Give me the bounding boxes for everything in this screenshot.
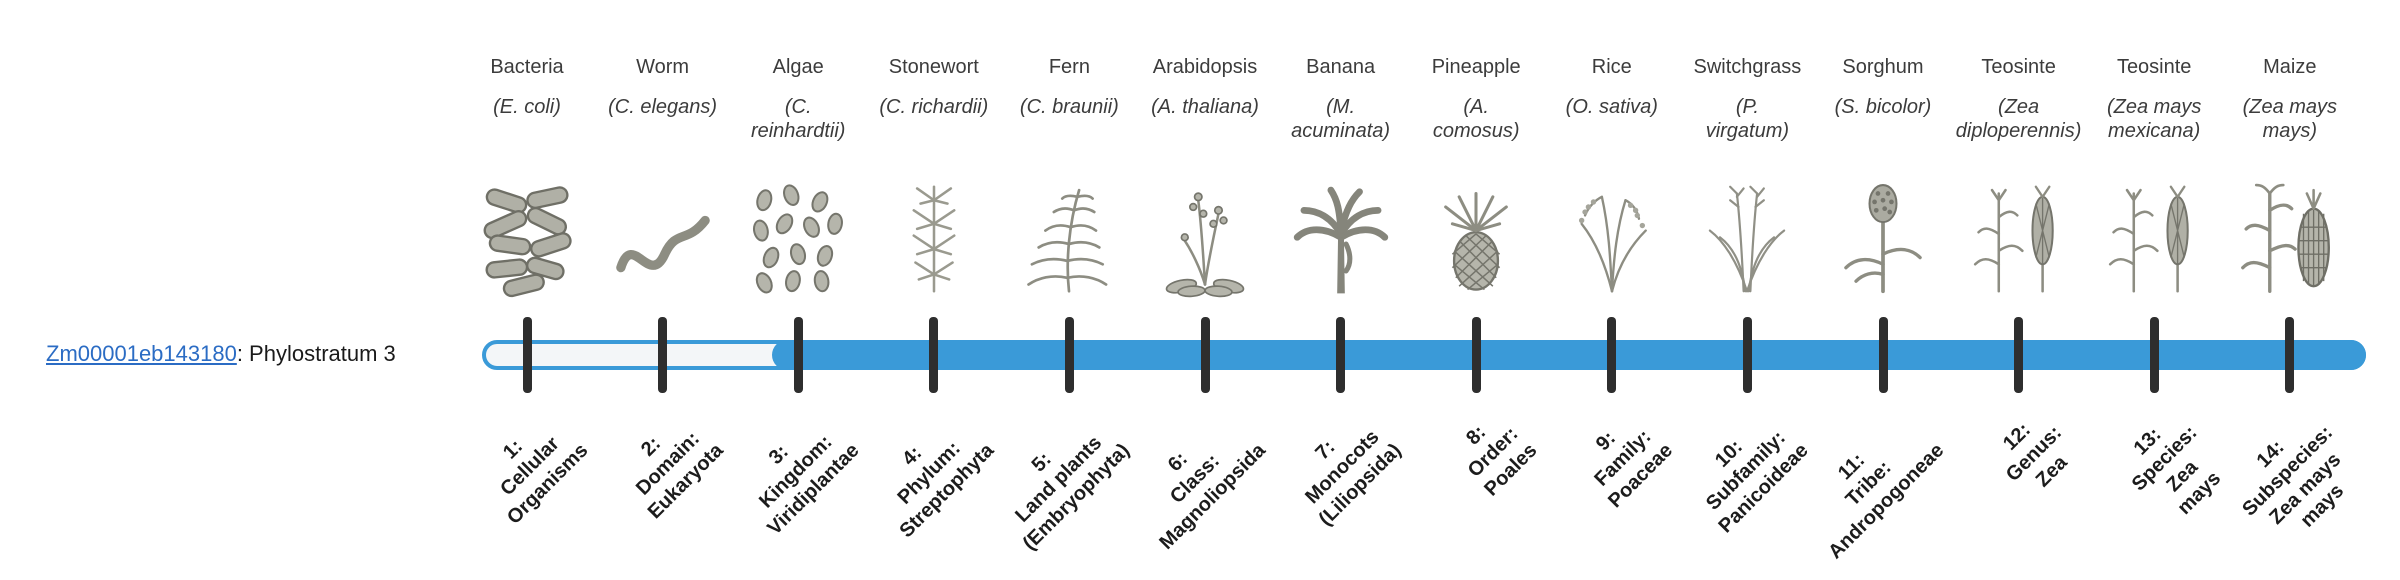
species-scientific-name: (C. richardii) <box>879 96 989 118</box>
species-column: Teosinte (Zea diploperennis) <box>1944 55 2094 305</box>
species-scientific-name: (Zea diploperennis) <box>1955 96 2082 142</box>
species-common-name: Bacteria <box>490 56 564 78</box>
timeline-fill <box>772 340 2366 370</box>
species-column: Stonewort (C. richardii) <box>859 55 1009 305</box>
gene-link[interactable]: Zm00001eb143180 <box>46 341 237 366</box>
phylostratum-label: 6: Class: Magnoliopsida <box>1155 439 1270 554</box>
species-common-name: Teosinte <box>2116 56 2192 78</box>
phylostratum-tick <box>2149 317 2159 393</box>
phylostratum-label: 12: Genus: Zea <box>1998 418 2072 492</box>
gene-phylostratum-text: : Phylostratum 3 <box>236 341 396 366</box>
species-common-name: Sorghum <box>1842 56 1924 78</box>
phylostratum-tick <box>1471 317 1481 393</box>
species-common-name: Switchgrass <box>1693 56 1802 78</box>
species-scientific-name: (Zea mays mays) <box>2242 96 2338 142</box>
teosinte-icon <box>2102 180 2206 298</box>
phylostratum-label: 7: Monocots (Liliopsida) <box>1301 426 1406 531</box>
species-scientific-name: (P. virgatum) <box>1705 96 1790 142</box>
arabidopsis-icon <box>1153 180 1257 298</box>
phylostratum-label: 4: Phylum: Streptophyta <box>894 437 999 542</box>
species-scientific-name: (Zea mays mexicana) <box>2106 96 2202 142</box>
phylostratum-label: 13: Species: Zea mays <box>2127 421 2226 520</box>
phylostratum-tick <box>1336 317 1346 393</box>
stonewort-icon <box>882 180 986 298</box>
species-common-name: Maize <box>2263 56 2317 78</box>
pineapple-icon <box>1424 180 1528 298</box>
teosinte-icon <box>1967 180 2071 298</box>
phylostratum-tick <box>1878 317 1888 393</box>
species-column: Pineapple (A. comosus) <box>1401 55 1551 305</box>
phylostratum-tick <box>522 317 532 393</box>
maize-icon <box>2238 180 2342 298</box>
sorghum-icon <box>1831 180 1935 298</box>
species-column: Arabidopsis (A. thaliana) <box>1130 55 1280 305</box>
phylostratum-label: 9: Family: Poaceae <box>1590 425 1677 513</box>
phylostratum-label: 5: Land plants (Embryophyta) <box>1011 432 1135 555</box>
phylostratum-tick <box>1200 317 1210 393</box>
phylostratum-tick <box>2285 317 2295 393</box>
species-column: Algae (C. reinhardtii) <box>723 55 873 305</box>
species-column: Bacteria (E. coli) <box>452 55 602 305</box>
species-common-name: Arabidopsis <box>1152 56 1258 78</box>
species-column: Fern (C. braunii) <box>994 55 1144 305</box>
rice-icon <box>1560 180 1664 298</box>
species-column: Maize (Zea mays mays) <box>2215 55 2365 305</box>
species-scientific-name: (O. sativa) <box>1565 96 1658 118</box>
switchgrass-icon <box>1695 180 1799 298</box>
phylostratum-label: 2: Domain: Eukaryota <box>632 427 728 524</box>
species-column: Banana (M. acuminata) <box>1266 55 1416 305</box>
fern-icon <box>1017 180 1121 298</box>
species-scientific-name: (C. braunii) <box>1019 96 1119 118</box>
species-scientific-name: (M. acuminata) <box>1291 96 1391 142</box>
banana-icon <box>1289 180 1393 298</box>
gene-label: Zm00001eb143180: Phylostratum 3 <box>46 341 396 367</box>
worm-icon <box>611 180 715 298</box>
phylostratum-tick <box>2014 317 2024 393</box>
species-common-name: Banana <box>1306 56 1376 78</box>
species-scientific-name: (C. elegans) <box>608 96 718 118</box>
phylostratum-tick <box>1607 317 1617 393</box>
species-column: Switchgrass (P. virgatum) <box>1672 55 1822 305</box>
species-common-name: Algae <box>772 56 824 78</box>
phylostratum-tick <box>929 317 939 393</box>
species-scientific-name: (C. reinhardtii) <box>750 96 846 142</box>
species-common-name: Teosinte <box>1981 56 2056 78</box>
species-common-name: Stonewort <box>888 56 979 78</box>
phylostratum-tick <box>1742 317 1752 393</box>
phylostratum-label: 8: Order: Poales <box>1461 421 1541 501</box>
species-column: Sorghum (S. bicolor) <box>1808 55 1958 305</box>
species-scientific-name: (A. comosus) <box>1432 96 1520 142</box>
species-common-name: Fern <box>1048 56 1090 78</box>
phylostratum-tick <box>793 317 803 393</box>
phylostratum-tick <box>1064 317 1074 393</box>
species-common-name: Pineapple <box>1431 56 1521 78</box>
species-column: Teosinte (Zea mays mexicana) <box>2079 55 2229 305</box>
bacteria-icon <box>475 180 579 298</box>
species-common-name: Rice <box>1591 56 1632 78</box>
species-scientific-name: (A. thaliana) <box>1151 96 1259 118</box>
species-common-name: Worm <box>636 56 690 78</box>
phylostratum-label: 11: Tribe: Andropogoneae <box>1823 439 1948 564</box>
algae-icon <box>746 180 850 298</box>
species-scientific-name: (S. bicolor) <box>1834 96 1932 118</box>
phylostratum-label: 3: Kingdom: Viridiplantae <box>754 431 863 540</box>
phylostratum-label: 10: Subfamily: Panicoideae <box>1701 427 1813 538</box>
phylostratum-tick <box>658 317 668 393</box>
species-column: Rice (O. sativa) <box>1537 55 1687 305</box>
species-scientific-name: (E. coli) <box>493 96 561 118</box>
phylostratum-label: 14: Subspecies: Zea mays mays <box>2238 421 2349 532</box>
phylostratum-label: 1: Cellular Organisms <box>496 432 592 529</box>
species-column: Worm (C. elegans) <box>588 55 738 305</box>
